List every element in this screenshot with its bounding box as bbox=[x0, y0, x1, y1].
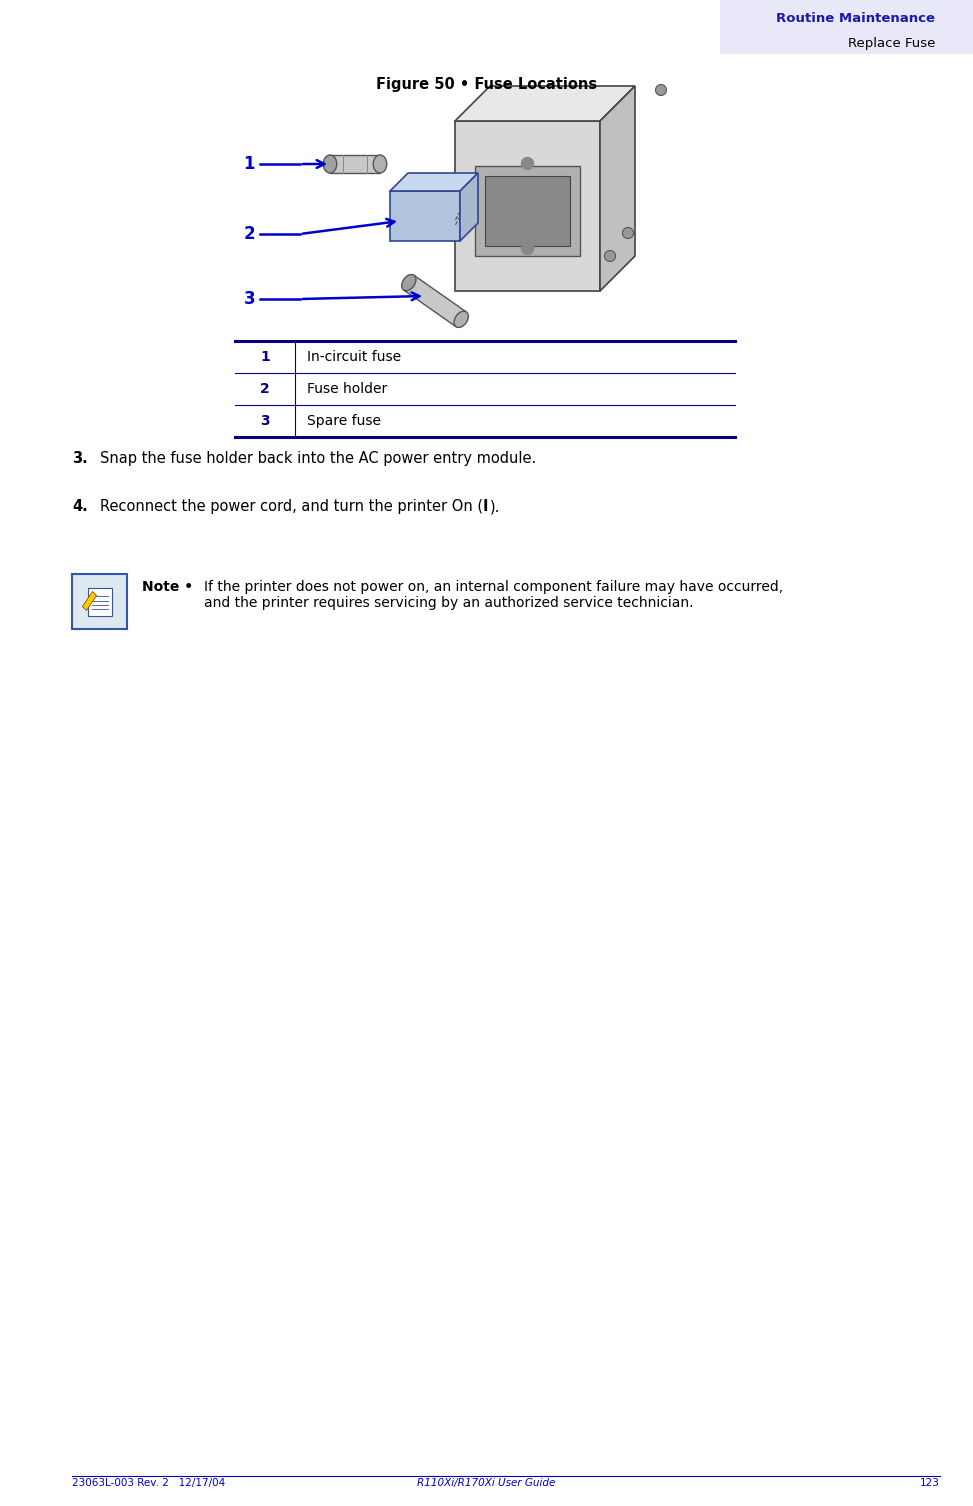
Bar bbox=[475, 166, 580, 256]
Text: 3: 3 bbox=[260, 414, 270, 428]
Text: Snap the fuse holder back into the AC power entry module.: Snap the fuse holder back into the AC po… bbox=[100, 450, 536, 465]
Ellipse shape bbox=[323, 155, 337, 173]
Text: 23063L-003 Rev. 2   12/17/04: 23063L-003 Rev. 2 12/17/04 bbox=[72, 1477, 226, 1488]
Text: In-circuit fuse: In-circuit fuse bbox=[307, 349, 401, 364]
Bar bbox=[720, 0, 973, 54]
Circle shape bbox=[522, 158, 533, 170]
Text: Figure 50 • Fuse Locations: Figure 50 • Fuse Locations bbox=[376, 77, 597, 92]
Text: 3: 3 bbox=[243, 291, 255, 309]
Bar bbox=[330, 155, 380, 173]
Circle shape bbox=[623, 227, 633, 238]
Bar bbox=[88, 587, 112, 616]
Text: I: I bbox=[484, 498, 488, 514]
Text: ).: ). bbox=[490, 498, 500, 514]
Circle shape bbox=[604, 250, 616, 262]
Polygon shape bbox=[390, 173, 478, 191]
Text: 123: 123 bbox=[920, 1477, 940, 1488]
Bar bbox=[72, 574, 127, 630]
Text: 4.: 4. bbox=[72, 498, 88, 514]
Text: 2: 2 bbox=[260, 383, 270, 396]
Polygon shape bbox=[455, 86, 635, 120]
Text: Spare fuse: Spare fuse bbox=[307, 414, 381, 428]
Text: 1: 1 bbox=[260, 349, 270, 364]
Text: 3.: 3. bbox=[72, 450, 88, 465]
Text: Note •: Note • bbox=[142, 580, 198, 593]
Ellipse shape bbox=[402, 274, 415, 291]
Ellipse shape bbox=[454, 312, 468, 327]
Polygon shape bbox=[460, 173, 478, 241]
Polygon shape bbox=[455, 120, 600, 291]
Ellipse shape bbox=[374, 155, 386, 173]
Bar bbox=[390, 191, 460, 241]
Polygon shape bbox=[404, 276, 466, 327]
Text: If the printer does not power on, an internal component failure may have occurre: If the printer does not power on, an int… bbox=[204, 580, 783, 610]
Bar bbox=[485, 176, 570, 245]
Text: Routine Maintenance: Routine Maintenance bbox=[776, 12, 935, 24]
Circle shape bbox=[522, 242, 533, 255]
Circle shape bbox=[656, 84, 667, 95]
Text: 1: 1 bbox=[243, 155, 255, 173]
Text: Fuse holder: Fuse holder bbox=[307, 383, 387, 396]
Polygon shape bbox=[600, 86, 635, 291]
Text: Replace Fuse: Replace Fuse bbox=[847, 36, 935, 50]
Text: 2: 2 bbox=[243, 224, 255, 242]
Polygon shape bbox=[83, 592, 96, 610]
Text: Reconnect the power cord, and turn the printer On (: Reconnect the power cord, and turn the p… bbox=[100, 498, 484, 514]
Text: R110Xi/R170Xi User Guide: R110Xi/R170Xi User Guide bbox=[417, 1477, 556, 1488]
